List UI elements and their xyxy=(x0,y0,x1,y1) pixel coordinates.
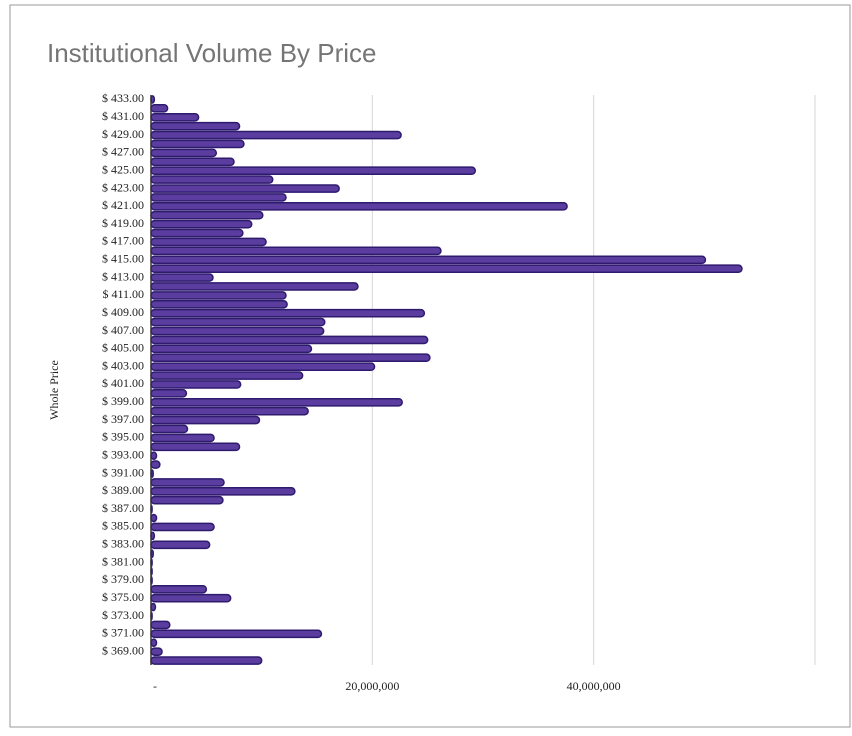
bar xyxy=(150,513,158,523)
y-tick-label: $ 411.00 xyxy=(102,287,144,301)
y-tick-label: $ 407.00 xyxy=(102,323,144,337)
bar xyxy=(150,362,376,371)
y-tick-label: $ 401.00 xyxy=(102,376,144,390)
bar xyxy=(150,406,309,416)
bar xyxy=(150,451,158,461)
bar xyxy=(150,157,235,167)
bar xyxy=(150,487,296,496)
bar xyxy=(150,593,232,603)
bar xyxy=(150,228,244,238)
y-tick-label: $ 389.00 xyxy=(102,483,144,497)
y-tick-label: $ 391.00 xyxy=(102,465,144,479)
x-tick-label: 40,000,000 xyxy=(567,679,621,693)
y-tick-label: $ 417.00 xyxy=(102,234,144,248)
y-tick-label: $ 375.00 xyxy=(102,590,144,604)
bar xyxy=(150,202,568,211)
y-tick-label: $ 393.00 xyxy=(102,447,144,461)
bar xyxy=(150,273,214,282)
chart-title: Institutional Volume By Price xyxy=(47,38,377,68)
y-tick-label: $ 369.00 xyxy=(102,643,144,657)
bar xyxy=(150,130,402,140)
bar xyxy=(150,584,208,594)
bar xyxy=(150,255,707,265)
bar xyxy=(150,371,304,380)
bar xyxy=(150,166,477,176)
x-tick-label: 20,000,000 xyxy=(345,679,399,693)
y-tick-label: $ 431.00 xyxy=(102,109,144,123)
bar xyxy=(150,647,163,656)
bar xyxy=(150,121,241,131)
bar xyxy=(150,291,287,300)
y-tick-label: $ 395.00 xyxy=(102,430,144,444)
bar xyxy=(150,335,429,345)
bar xyxy=(150,540,211,550)
y-tick-label: $ 399.00 xyxy=(102,394,144,408)
bar xyxy=(150,478,225,487)
bar xyxy=(150,148,218,158)
bar xyxy=(150,389,188,398)
bar xyxy=(150,433,215,443)
bar xyxy=(150,656,263,665)
y-tick-label: $ 371.00 xyxy=(102,626,144,640)
bar xyxy=(150,264,743,273)
bar xyxy=(150,175,274,184)
bar xyxy=(150,442,241,452)
y-tick-label: $ 385.00 xyxy=(102,519,144,533)
bar xyxy=(150,629,323,639)
bar xyxy=(150,344,313,354)
y-tick-label: $ 415.00 xyxy=(102,252,144,266)
bar xyxy=(150,193,287,202)
bar xyxy=(150,353,431,363)
y-tick-label: $ 379.00 xyxy=(102,572,144,586)
bar xyxy=(150,237,267,247)
bar xyxy=(150,397,403,407)
bar xyxy=(150,184,340,193)
bar xyxy=(150,620,171,630)
y-tick-label: $ 413.00 xyxy=(102,269,144,283)
bar xyxy=(150,282,359,291)
bar xyxy=(150,299,288,309)
y-tick-label: $ 383.00 xyxy=(102,537,144,551)
bar xyxy=(150,317,326,327)
y-tick-label: $ 403.00 xyxy=(102,358,144,372)
y-tick-label: $ 409.00 xyxy=(102,305,144,319)
y-tick-label: $ 423.00 xyxy=(102,180,144,194)
y-axis-label: Whole Price xyxy=(47,360,61,420)
y-tick-label: $ 373.00 xyxy=(102,608,144,622)
bar xyxy=(150,139,245,149)
x-tick-label: - xyxy=(153,679,157,693)
card xyxy=(9,4,851,728)
y-tick-label: $ 419.00 xyxy=(102,216,144,230)
y-tick-label: $ 405.00 xyxy=(102,341,144,355)
bar xyxy=(150,308,426,318)
y-tick-label: $ 433.00 xyxy=(102,91,144,105)
y-tick-label: $ 381.00 xyxy=(102,554,144,568)
y-tick-label: $ 421.00 xyxy=(102,198,144,212)
y-tick-label: $ 425.00 xyxy=(102,162,144,176)
bar xyxy=(150,210,264,220)
bar xyxy=(150,495,224,505)
bar xyxy=(150,424,189,434)
bar xyxy=(150,104,169,113)
bar xyxy=(150,326,325,336)
bar xyxy=(150,219,253,229)
y-tick-label: $ 387.00 xyxy=(102,501,144,515)
bar xyxy=(150,460,161,469)
bar xyxy=(150,638,158,648)
bar xyxy=(150,246,442,256)
bar xyxy=(150,112,200,122)
y-tick-label: $ 427.00 xyxy=(102,145,144,159)
y-tick-label: $ 397.00 xyxy=(102,412,144,426)
bar xyxy=(150,380,242,389)
bar xyxy=(150,522,215,532)
y-tick-label: $ 429.00 xyxy=(102,127,144,141)
bar xyxy=(150,415,261,425)
